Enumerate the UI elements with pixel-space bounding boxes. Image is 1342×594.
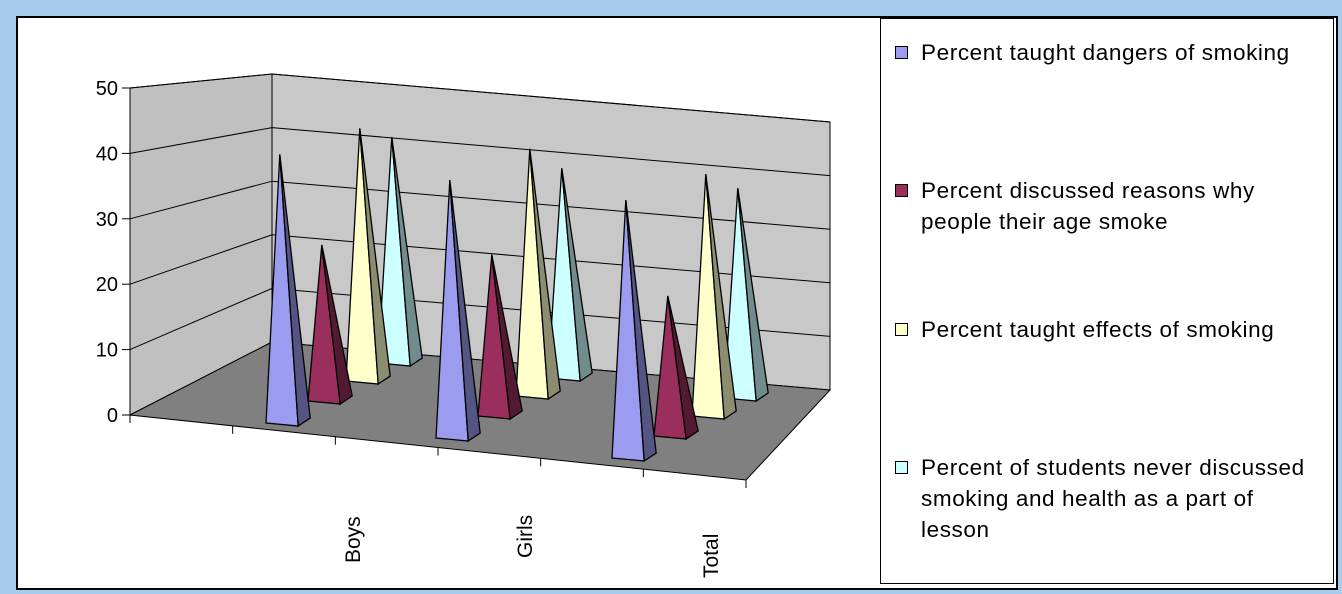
legend-swatch-4 (895, 461, 908, 474)
y-tick-label: 0 (107, 405, 118, 427)
gridline (129, 127, 831, 177)
y-tick-label: 40 (96, 143, 118, 165)
legend-label-1: Percent taught dangers of smoking (921, 40, 1290, 65)
pyramid-side-girls-2 (491, 254, 523, 421)
pyramid-side-total-2 (667, 295, 699, 441)
y-tick-label: 20 (96, 274, 118, 296)
gridline (129, 180, 831, 230)
chart-svg: 0 10 20 30 40 50 Boys Girls Total (96, 73, 832, 578)
y-tick-label: 10 (96, 340, 118, 362)
pyramid-side-total-4 (737, 188, 769, 403)
chart-frame: 0 10 20 30 40 50 Boys Girls Total Percent taught… (16, 16, 1338, 590)
category-label-boys: Boys (342, 516, 365, 563)
legend-label-3: Percent taught effects of smoking (921, 317, 1275, 342)
gridline (129, 234, 831, 285)
plot-area: 0 10 20 30 40 50 Boys Girls Total (18, 18, 878, 590)
gridline (129, 73, 831, 123)
pyramid-side-total-1 (625, 200, 657, 463)
legend: Percent taught dangers of smoking Percen… (880, 18, 1334, 584)
pyramid-side-girls-1 (449, 180, 481, 443)
pyramid-side-boys-3 (359, 128, 391, 386)
legend-label-2: Percent discussed reasons why people the… (921, 178, 1255, 234)
pyramid-side-total-3 (705, 174, 737, 421)
pyramid-side-boys-1 (279, 154, 311, 428)
y-tick-label: 30 (96, 209, 118, 231)
pyramid-side-girls-3 (529, 148, 561, 401)
pyramid-side-boys-4 (391, 137, 423, 368)
pyramid-side-boys-2 (321, 244, 353, 406)
y-tick-label: 50 (96, 78, 118, 100)
legend-label-4: Percent of students never discussed smok… (921, 455, 1305, 542)
legend-swatch-2 (895, 184, 908, 197)
gridline (129, 287, 831, 351)
legend-swatch-3 (895, 323, 908, 336)
pyramid-side-girls-4 (561, 168, 593, 383)
category-label-girls: Girls (514, 515, 537, 558)
legend-swatch-1 (895, 46, 908, 59)
category-label-total: Total (700, 534, 723, 578)
